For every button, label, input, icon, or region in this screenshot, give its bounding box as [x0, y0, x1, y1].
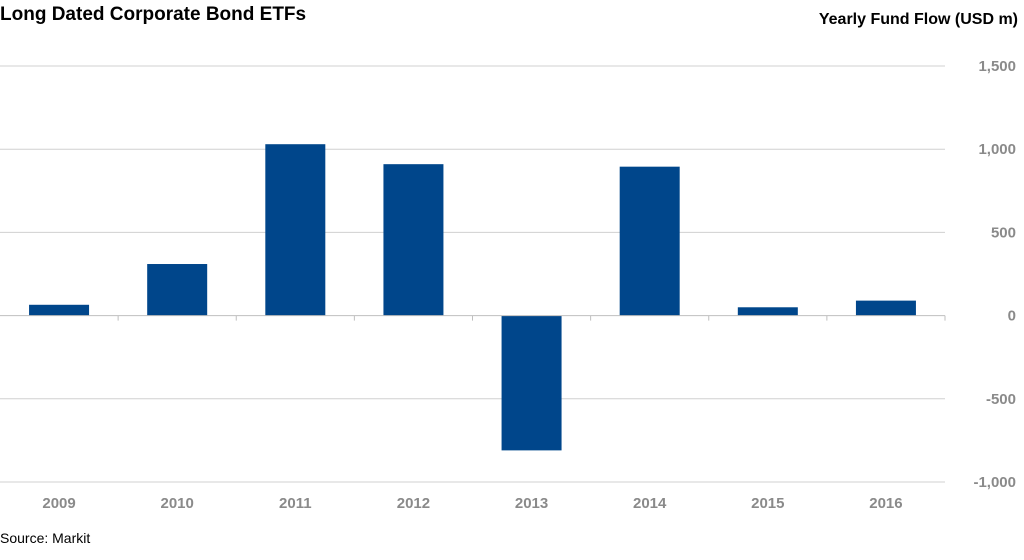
source-note: Source: Markit: [0, 530, 91, 546]
bar-2012: [383, 164, 444, 316]
x-tick-label: 2011: [279, 495, 312, 512]
y-tick-label: 1,000: [978, 141, 1016, 158]
y-axis-label: Yearly Fund Flow (USD m): [818, 11, 1018, 28]
x-tick-label: 2013: [515, 495, 548, 512]
y-tick-label: -500: [986, 391, 1016, 408]
x-tick-label: 2016: [869, 495, 902, 512]
x-tick-labels: 2009 2010 2011 2012 2013 2014 2015 2016: [42, 495, 902, 512]
bar-2013: [501, 315, 562, 451]
bars: [29, 144, 916, 451]
y-tick-label: 1,500: [978, 58, 1016, 75]
x-tick-label: 2010: [161, 495, 194, 512]
y-tick-label: 500: [991, 224, 1016, 241]
y-tick-labels: 1,500 1,000 500 0 -500 -1,000: [973, 58, 1016, 491]
x-tick-label: 2015: [751, 495, 784, 512]
gridlines: [0, 65, 945, 483]
x-tick-label: 2009: [42, 495, 75, 512]
x-tick-label: 2014: [633, 495, 667, 512]
bar-2010: [147, 264, 208, 316]
chart-title: Long Dated Corporate Bond ETFs: [0, 4, 307, 25]
bar-2016: [855, 300, 916, 316]
bar-2015: [737, 307, 798, 316]
bar-2014: [619, 166, 680, 316]
y-tick-label: 0: [1008, 308, 1016, 325]
zero-axis: [0, 315, 946, 321]
bar-2011: [265, 144, 326, 316]
x-tick-label: 2012: [397, 495, 430, 512]
y-tick-label: -1,000: [973, 474, 1016, 491]
bar-2009: [29, 304, 90, 316]
